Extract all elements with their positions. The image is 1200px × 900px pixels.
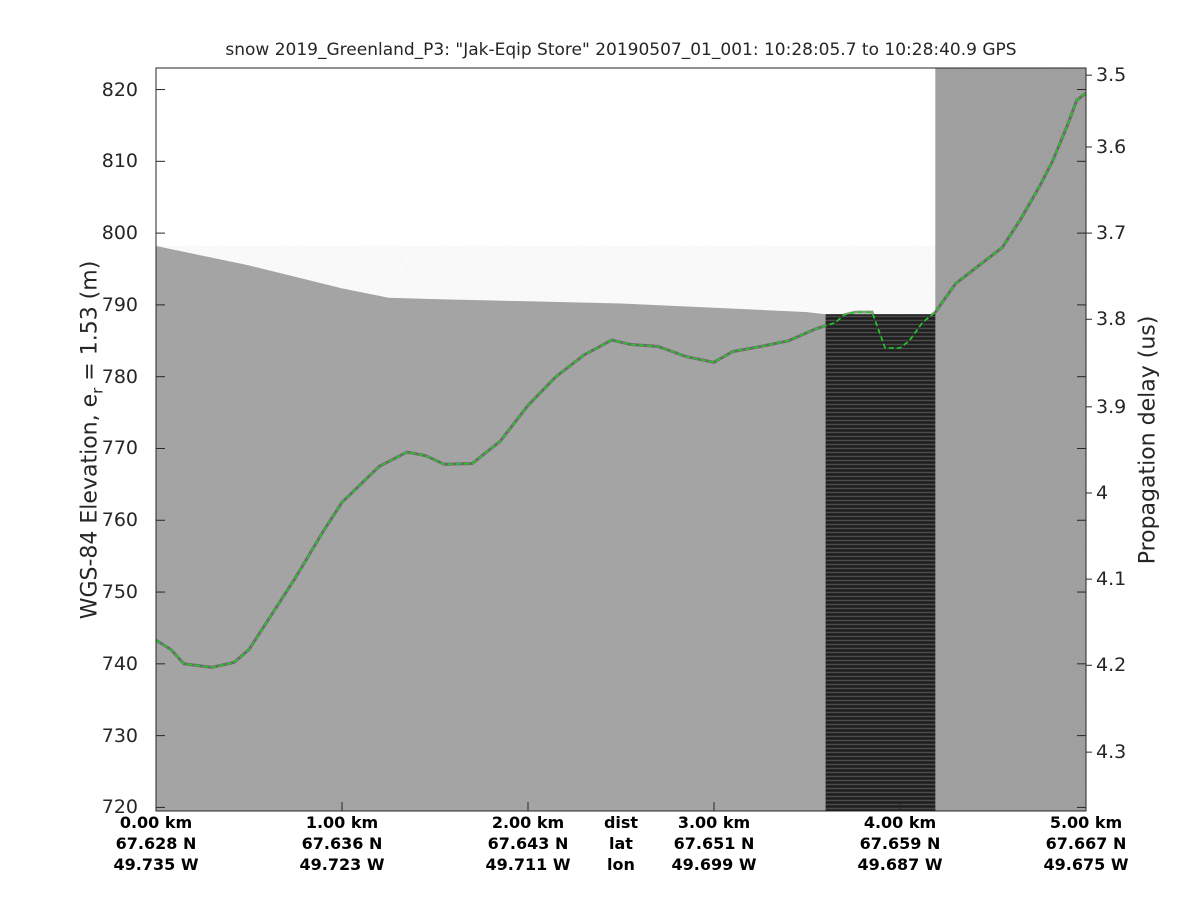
x-tick-label-column-line: 1.00 km xyxy=(305,813,379,832)
upper-right-block-speckle xyxy=(935,68,1086,811)
right-tick-label: 3.5 xyxy=(1096,64,1127,87)
y-axis-label-right: Propagation delay (us) xyxy=(1135,315,1161,565)
x-tick-label-column-line: 2.00 km xyxy=(491,813,565,832)
y-axis-label-left-subscript: r xyxy=(88,387,107,394)
x-row-labels-line: dist xyxy=(603,813,639,832)
left-tick-label: 770 xyxy=(101,437,138,460)
left-tick-label: 810 xyxy=(101,150,138,173)
x-tick-label-column-line: 67.636 N xyxy=(301,834,383,853)
dark-band xyxy=(825,314,936,811)
right-tick-label: 3.6 xyxy=(1096,135,1127,158)
x-tick-label-column-line: 49.675 W xyxy=(1043,855,1129,874)
x-tick-label-column-line: 5.00 km xyxy=(1049,813,1123,832)
y-axis-label-left: WGS-84 Elevation, er = 1.53 (m) xyxy=(77,260,107,620)
right-tick-label: 4.3 xyxy=(1096,741,1127,764)
x-tick-label-column-line: 67.628 N xyxy=(115,834,197,853)
left-tick-label: 760 xyxy=(101,509,138,532)
x-row-labels-line: lon xyxy=(607,855,635,874)
left-tick-label: 740 xyxy=(101,652,138,675)
x-tick-label-column-line: 67.659 N xyxy=(859,834,941,853)
x-tick-label-column: 0.00 km 67.628 N 49.735 W xyxy=(114,812,199,875)
right-tick-label: 3.9 xyxy=(1096,395,1127,418)
y-axis-label-left-suffix: = 1.53 (m) xyxy=(77,260,103,388)
x-tick-label-column-line: 49.711 W xyxy=(485,855,571,874)
axes-frame xyxy=(155,67,1087,812)
left-tick-label: 820 xyxy=(101,78,138,101)
left-tick-label: 800 xyxy=(101,222,138,245)
x-tick-label-column-line: 49.735 W xyxy=(113,855,199,874)
right-tick-label: 3.8 xyxy=(1096,308,1127,331)
left-tick-label: 750 xyxy=(101,581,138,604)
x-row-labels-line: lat xyxy=(609,834,633,853)
left-tick-label: 790 xyxy=(101,293,138,316)
chart-title: snow 2019_Greenland_P3: "Jak-Eqip Store"… xyxy=(225,40,1017,60)
right-tick-label: 4 xyxy=(1096,481,1109,504)
left-tick-label: 780 xyxy=(101,365,138,388)
x-tick-label-column: 5.00 km 67.667 N 49.675 W xyxy=(1044,812,1129,875)
left-tick-label: 730 xyxy=(101,724,138,747)
surface-trace-line xyxy=(156,92,1086,669)
x-tick-label-column: 3.00 km 67.651 N 49.699 W xyxy=(672,812,757,875)
x-tick-label-column-line: 49.723 W xyxy=(299,855,385,874)
x-tick-label-column-line: 67.667 N xyxy=(1045,834,1127,853)
x-tick-label-column: 1.00 km 67.636 N 49.723 W xyxy=(300,812,385,875)
x-tick-label-column-line: 3.00 km xyxy=(677,813,751,832)
x-tick-label-column-line: 49.699 W xyxy=(671,855,757,874)
y-axis-label-left-text: WGS-84 Elevation, e xyxy=(77,393,103,620)
x-tick-label-column: 4.00 km 67.659 N 49.687 W xyxy=(858,812,943,875)
left-tick-label: 720 xyxy=(101,796,138,819)
x-tick-label-column-line: 49.687 W xyxy=(857,855,943,874)
right-tick-label: 3.7 xyxy=(1096,222,1127,245)
x-tick-label-column-line: 67.651 N xyxy=(673,834,755,853)
x-tick-label-column-line: 67.643 N xyxy=(487,834,569,853)
x-row-labels: dist lat lon xyxy=(604,812,638,875)
right-tick-label: 4.1 xyxy=(1096,568,1127,591)
x-tick-label-column: 2.00 km 67.643 N 49.711 W xyxy=(486,812,571,875)
x-tick-label-column-line: 0.00 km xyxy=(119,813,193,832)
right-tick-label: 4.2 xyxy=(1096,654,1127,677)
x-tick-label-column-line: 4.00 km xyxy=(863,813,937,832)
